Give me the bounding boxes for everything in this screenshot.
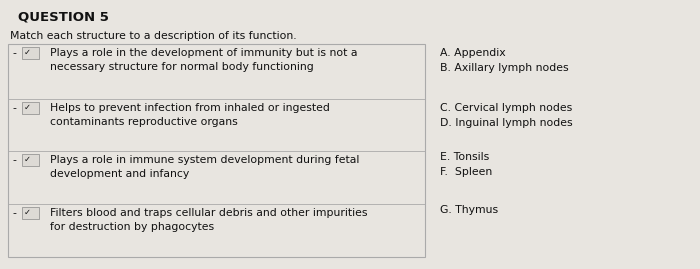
- FancyBboxPatch shape: [22, 47, 38, 58]
- Text: necessary structure for normal body functioning: necessary structure for normal body func…: [50, 62, 314, 72]
- Text: Plays a role in immune system development during fetal: Plays a role in immune system developmen…: [50, 155, 359, 165]
- Text: -: -: [12, 208, 16, 218]
- Text: A. Appendix: A. Appendix: [440, 48, 505, 58]
- FancyBboxPatch shape: [22, 207, 38, 218]
- Text: Match each structure to a description of its function.: Match each structure to a description of…: [10, 31, 297, 41]
- Text: ✓: ✓: [24, 208, 31, 217]
- Text: contaminants reproductive organs: contaminants reproductive organs: [50, 117, 238, 127]
- Text: ✓: ✓: [24, 103, 31, 112]
- Text: E. Tonsils: E. Tonsils: [440, 152, 489, 162]
- Text: -: -: [12, 48, 16, 58]
- Text: Filters blood and traps cellular debris and other impurities: Filters blood and traps cellular debris …: [50, 208, 368, 218]
- FancyBboxPatch shape: [22, 154, 38, 165]
- Text: C. Cervical lymph nodes: C. Cervical lymph nodes: [440, 103, 573, 113]
- Text: G. Thymus: G. Thymus: [440, 205, 498, 215]
- Text: Plays a role in the development of immunity but is not a: Plays a role in the development of immun…: [50, 48, 358, 58]
- Text: Helps to prevent infection from inhaled or ingested: Helps to prevent infection from inhaled …: [50, 103, 330, 113]
- Text: ✓: ✓: [24, 155, 31, 164]
- Text: D. Inguinal lymph nodes: D. Inguinal lymph nodes: [440, 118, 573, 128]
- Text: QUESTION 5: QUESTION 5: [18, 11, 109, 24]
- Text: for destruction by phagocytes: for destruction by phagocytes: [50, 222, 214, 232]
- Text: development and infancy: development and infancy: [50, 169, 189, 179]
- Text: ✓: ✓: [24, 48, 31, 57]
- Text: -: -: [12, 103, 16, 113]
- FancyBboxPatch shape: [22, 101, 38, 114]
- Text: F.  Spleen: F. Spleen: [440, 167, 492, 177]
- Text: -: -: [12, 155, 16, 165]
- Text: B. Axillary lymph nodes: B. Axillary lymph nodes: [440, 63, 568, 73]
